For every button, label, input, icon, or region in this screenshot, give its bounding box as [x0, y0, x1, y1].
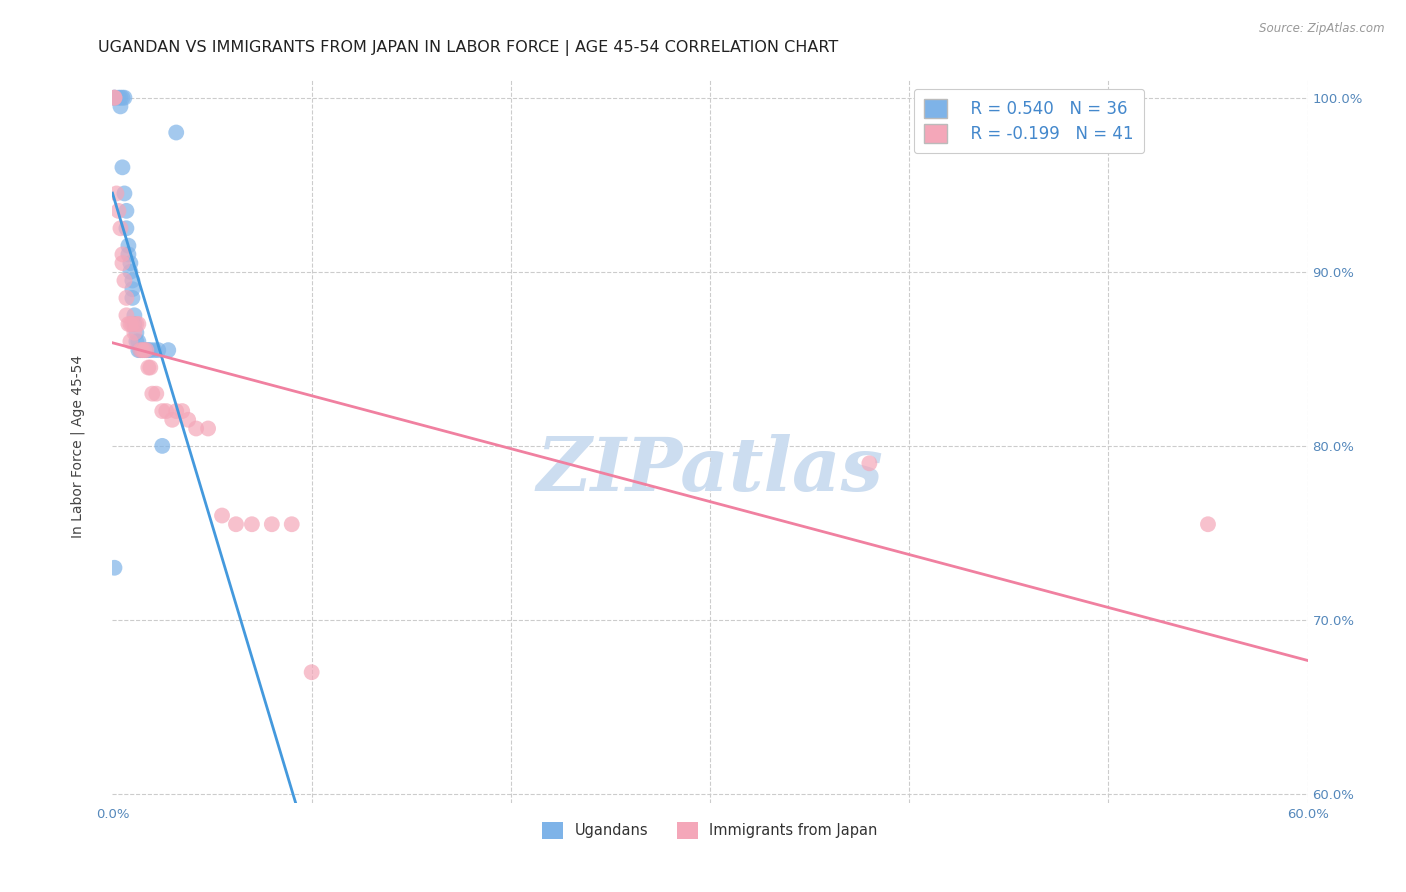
Point [1197, 517, 1219, 532]
Point [155, 404, 177, 418]
Point [114, 186, 135, 201]
Point [103, 91, 125, 105]
Point [165, 126, 187, 140]
Point [858, 456, 880, 470]
Point [117, 247, 139, 261]
Point [135, 343, 157, 358]
Point [143, 343, 166, 358]
Point [103, 91, 125, 105]
Point [115, 221, 138, 235]
Point [121, 291, 143, 305]
Point [134, 343, 156, 358]
Point [127, 343, 149, 358]
Point [111, 91, 134, 105]
Text: ZIPatlas: ZIPatlas [537, 434, 883, 507]
Text: In Labor Force | Age 45-54: In Labor Force | Age 45-54 [70, 354, 84, 538]
Point [110, 91, 132, 105]
Point [120, 317, 142, 331]
Point [127, 334, 149, 349]
Point [115, 308, 138, 322]
Point [120, 256, 142, 270]
Point [115, 203, 138, 218]
Text: Source: ZipAtlas.com: Source: ZipAtlas.com [1260, 22, 1385, 36]
Point [139, 343, 162, 358]
Point [260, 517, 283, 532]
Point [110, 99, 132, 113]
Point [114, 273, 135, 287]
Point [141, 386, 163, 401]
Point [110, 221, 132, 235]
Point [105, 186, 128, 201]
Point [301, 665, 323, 680]
Point [148, 343, 170, 358]
Point [131, 343, 153, 358]
Legend: Ugandans, Immigrants from Japan: Ugandans, Immigrants from Japan [536, 814, 884, 847]
Point [240, 517, 263, 532]
Point [107, 91, 129, 105]
Point [197, 421, 219, 435]
Point [145, 386, 167, 401]
Point [111, 256, 134, 270]
Point [111, 247, 134, 261]
Point [138, 343, 160, 358]
Point [138, 360, 160, 375]
Point [124, 326, 146, 340]
Point [150, 404, 173, 418]
Point [103, 91, 125, 105]
Point [117, 317, 139, 331]
Point [121, 273, 143, 287]
Point [177, 413, 200, 427]
Point [186, 421, 208, 435]
Point [125, 326, 148, 340]
Point [121, 317, 143, 331]
Point [129, 343, 152, 358]
Point [135, 343, 157, 358]
Point [103, 561, 125, 575]
Point [125, 334, 148, 349]
Text: UGANDAN VS IMMIGRANTS FROM JAPAN IN LABOR FORCE | AGE 45-54 CORRELATION CHART: UGANDAN VS IMMIGRANTS FROM JAPAN IN LABO… [98, 40, 838, 56]
Point [150, 439, 173, 453]
Point [120, 265, 142, 279]
Point [129, 343, 152, 358]
Point [127, 317, 149, 331]
Point [120, 334, 142, 349]
Point [281, 517, 304, 532]
Point [124, 308, 146, 322]
Point [139, 360, 162, 375]
Point [165, 404, 187, 418]
Point [111, 161, 134, 175]
Point [114, 91, 135, 105]
Point [121, 282, 143, 296]
Point [125, 317, 148, 331]
Point [225, 517, 247, 532]
Point [211, 508, 233, 523]
Point [115, 291, 138, 305]
Point [124, 317, 146, 331]
Point [131, 343, 153, 358]
Point [157, 343, 180, 358]
Point [134, 343, 156, 358]
Point [162, 413, 183, 427]
Point [107, 203, 129, 218]
Point [117, 238, 139, 252]
Point [103, 91, 125, 105]
Point [172, 404, 194, 418]
